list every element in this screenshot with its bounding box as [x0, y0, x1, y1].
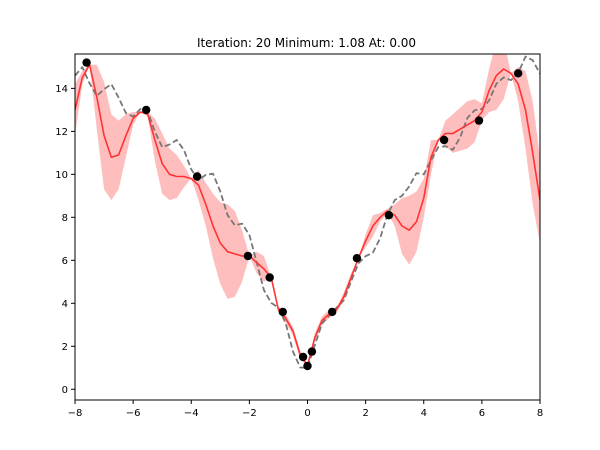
y-tick-label: 14	[55, 84, 68, 95]
sample-point	[303, 361, 312, 371]
plot-area	[74, 53, 541, 401]
x-tick-label: −2	[242, 408, 257, 419]
sample-point	[514, 69, 523, 78]
y-tick-label: 4	[62, 299, 68, 310]
sample-point	[192, 172, 202, 181]
sample-point	[439, 135, 449, 145]
x-axis: −8 −6 −4 −2 0 2 4 6 8	[68, 400, 543, 419]
true-function-line	[75, 55, 540, 369]
y-tick-label: 6	[62, 256, 68, 267]
x-tick-label: 8	[537, 408, 543, 419]
plot-content	[75, 54, 540, 371]
x-tick-label: 4	[421, 408, 427, 419]
sample-point	[82, 58, 91, 67]
y-axis: 0 2 4 6 8 10 12 14	[55, 84, 75, 396]
sample-point	[142, 105, 151, 115]
sample-point	[328, 307, 337, 317]
y-tick-label: 8	[62, 213, 68, 224]
x-tick-label: −6	[126, 408, 141, 419]
sample-point	[278, 307, 287, 317]
confidence-band	[75, 54, 540, 366]
sample-point	[243, 251, 253, 261]
sample-point	[307, 347, 317, 356]
y-tick-label: 12	[55, 127, 68, 138]
y-tick-label: 10	[55, 170, 68, 181]
sample-point	[384, 211, 394, 220]
x-tick-label: −8	[68, 408, 83, 419]
x-tick-label: 6	[479, 408, 485, 419]
sample-point	[352, 254, 362, 263]
sample-point	[265, 273, 274, 282]
chart-title: Iteration: 20 Minimum: 1.08 At: 0.00	[197, 36, 416, 50]
y-tick-label: 2	[62, 342, 68, 353]
x-tick-label: 2	[362, 408, 368, 419]
y-tick-label: 0	[62, 385, 68, 396]
sample-point	[298, 352, 308, 362]
sample-point	[474, 116, 484, 125]
x-tick-label: 0	[304, 408, 310, 419]
x-tick-label: −4	[184, 408, 199, 419]
